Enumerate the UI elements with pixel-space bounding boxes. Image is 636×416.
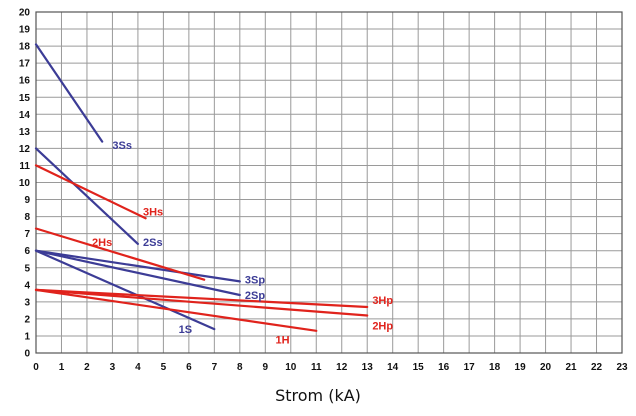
series-line-1h [34,288,318,332]
y-tick-label: 0 [24,349,30,360]
y-tick-label: 10 [19,178,31,189]
series-label-1s: 1S [179,324,192,336]
y-tick-label: 11 [19,161,30,172]
x-axis-ticks: 0 1 2 3 4 5 6 7 8 9 10 11 12 13 14 15 16 17 18 19 20 21 22 23 [33,362,628,373]
series-label-2hs: 2Hs [92,237,112,249]
y-tick-label: 5 [24,263,30,274]
series-line-2hp [34,288,369,317]
y-tick-label: 1 [24,331,30,342]
y-tick-label: 6 [24,246,30,257]
series-label-3sp: 3Sp [245,275,265,287]
x-tick-label: 15 [413,362,425,373]
grid [35,11,623,354]
x-tick-label: 5 [161,362,167,373]
series-line-3hs [34,164,147,220]
x-tick-label: 0 [33,362,39,373]
y-tick-label: 16 [19,76,31,87]
y-tick-label: 20 [19,8,31,19]
x-axis-label: Strom (kA) [275,386,361,405]
x-tick-label: 11 [311,362,322,373]
x-tick-label: 19 [515,362,527,373]
x-tick-label: 17 [464,362,476,373]
series-line-3hp [34,288,369,309]
y-tick-label: 9 [24,195,30,206]
y-tick-label: 7 [24,229,30,240]
series-label-3ss: 3Ss [112,140,132,152]
series-label-2hp: 2Hp [372,321,393,333]
series-line-2hs [34,227,206,281]
x-tick-label: 21 [565,362,577,373]
series-label-1h: 1H [275,334,289,346]
y-tick-label: 13 [19,127,31,138]
x-tick-label: 23 [616,362,628,373]
y-tick-label: 12 [19,144,31,155]
series-label-3hs: 3Hs [143,206,163,218]
series-label-2ss: 2Ss [143,237,163,249]
series-line-2sp [34,249,241,297]
series-line-1s [34,249,216,331]
x-tick-label: 12 [336,362,348,373]
y-tick-label: 8 [24,212,30,223]
series-label-2sp: 2Sp [245,290,265,302]
plot-frame [35,11,623,354]
series-line-3ss [34,43,104,143]
x-tick-label: 16 [438,362,450,373]
y-tick-label: 3 [24,297,30,308]
x-tick-label: 18 [489,362,501,373]
x-tick-label: 8 [237,362,243,373]
x-tick-label: 14 [387,362,399,373]
y-tick-label: 17 [19,59,31,70]
x-tick-label: 3 [110,362,116,373]
y-tick-label: 18 [19,42,31,53]
y-tick-label: 14 [19,110,31,121]
x-tick-label: 4 [135,362,141,373]
x-tick-label: 10 [285,362,297,373]
x-tick-label: 1 [59,362,65,373]
series-line-3sp [34,249,241,283]
series-lines [34,43,369,332]
series-line-2ss [34,147,139,245]
y-tick-label: 15 [19,93,31,104]
x-tick-label: 2 [84,362,90,373]
series-labels: 3Ss 3Hs 2Hs 2Ss 3Sp 2Sp 3Hp 2Hp 1S 1H [92,140,393,346]
x-tick-label: 13 [362,362,374,373]
x-tick-label: 20 [540,362,552,373]
y-tick-label: 19 [19,25,31,36]
x-tick-label: 7 [212,362,218,373]
x-tick-label: 22 [591,362,603,373]
x-tick-label: 6 [186,362,192,373]
x-tick-label: 9 [263,362,269,373]
series-label-3hp: 3Hp [372,295,393,307]
y-tick-label: 4 [24,280,30,291]
y-tick-label: 2 [24,314,30,325]
